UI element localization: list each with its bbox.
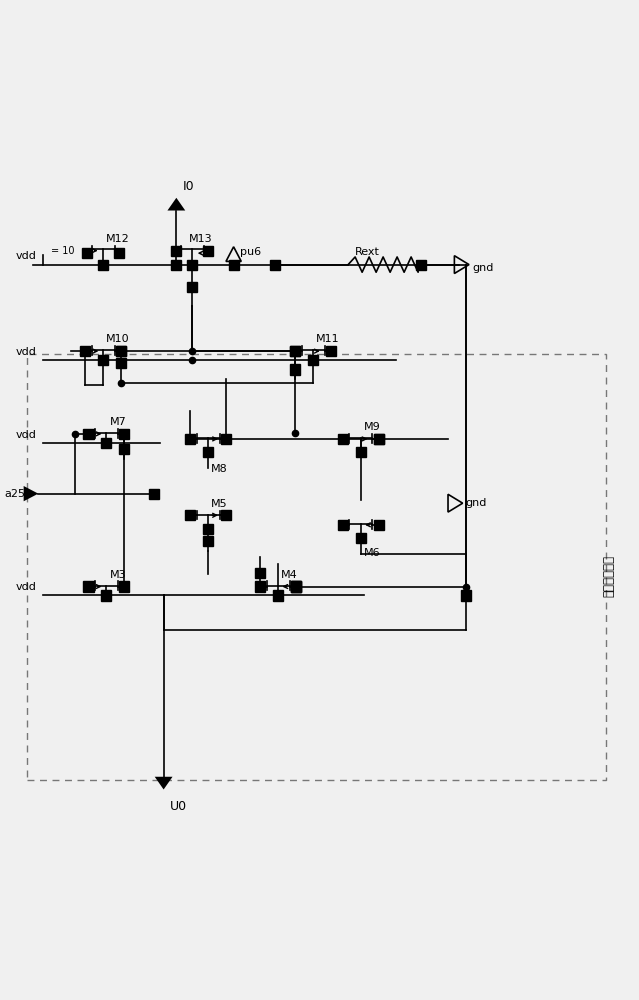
Text: vdd: vdd: [15, 582, 36, 592]
Bar: [229, 260, 239, 270]
Text: 运算放大电路: 运算放大电路: [603, 555, 615, 597]
Text: M13: M13: [189, 234, 213, 244]
Text: I0: I0: [183, 180, 194, 193]
Text: a25: a25: [4, 489, 26, 499]
Bar: [185, 434, 196, 444]
Bar: [101, 590, 111, 601]
Bar: [374, 434, 384, 444]
Bar: [171, 260, 181, 270]
Bar: [356, 533, 366, 543]
Text: M8: M8: [212, 464, 228, 474]
Bar: [255, 581, 265, 592]
Bar: [101, 438, 111, 448]
Bar: [221, 510, 231, 520]
Text: vdd: vdd: [15, 430, 36, 440]
Text: M5: M5: [212, 499, 228, 509]
Bar: [291, 581, 301, 592]
Bar: [270, 260, 280, 270]
Text: gnd: gnd: [472, 263, 493, 273]
Text: M9: M9: [364, 422, 381, 432]
Bar: [416, 260, 426, 270]
Bar: [291, 581, 301, 592]
Bar: [255, 568, 265, 578]
Text: M3: M3: [109, 570, 126, 580]
Bar: [82, 248, 93, 258]
Polygon shape: [155, 777, 173, 789]
Bar: [187, 282, 197, 292]
Bar: [84, 429, 94, 439]
Bar: [203, 246, 213, 256]
Bar: [203, 536, 213, 546]
Bar: [98, 260, 108, 270]
Bar: [461, 590, 471, 601]
Bar: [326, 346, 336, 356]
Bar: [84, 581, 94, 592]
Bar: [149, 489, 159, 499]
Bar: [338, 520, 348, 530]
Bar: [187, 260, 197, 270]
Text: M6: M6: [364, 548, 381, 558]
Bar: [338, 434, 348, 444]
Text: M7: M7: [109, 417, 127, 427]
Text: Rext: Rext: [355, 247, 380, 257]
Polygon shape: [167, 198, 185, 211]
Bar: [116, 358, 126, 368]
Bar: [185, 510, 196, 520]
Text: vdd: vdd: [15, 251, 36, 261]
Bar: [81, 346, 91, 356]
Bar: [203, 524, 213, 534]
Text: pu6: pu6: [240, 247, 261, 257]
Bar: [290, 346, 300, 356]
Bar: [221, 434, 231, 444]
Bar: [356, 447, 366, 457]
Bar: [203, 447, 213, 457]
Text: = 10: = 10: [51, 246, 75, 256]
Bar: [291, 581, 301, 592]
Bar: [290, 364, 300, 375]
Text: M4: M4: [281, 570, 298, 580]
Bar: [290, 346, 300, 356]
Text: M12: M12: [106, 234, 130, 244]
Text: gnd: gnd: [466, 498, 487, 508]
Text: M11: M11: [316, 334, 340, 344]
Text: M10: M10: [106, 334, 130, 344]
Bar: [114, 248, 124, 258]
Bar: [308, 355, 318, 365]
Bar: [273, 590, 283, 601]
Bar: [116, 346, 126, 356]
Text: vdd: vdd: [15, 347, 36, 357]
Bar: [374, 520, 384, 530]
Bar: [374, 434, 384, 444]
Polygon shape: [24, 486, 38, 501]
Text: U0: U0: [170, 800, 187, 813]
Bar: [119, 444, 129, 454]
Bar: [98, 355, 108, 365]
Bar: [116, 346, 126, 356]
Bar: [171, 246, 181, 256]
Bar: [119, 581, 129, 592]
Bar: [119, 429, 129, 439]
